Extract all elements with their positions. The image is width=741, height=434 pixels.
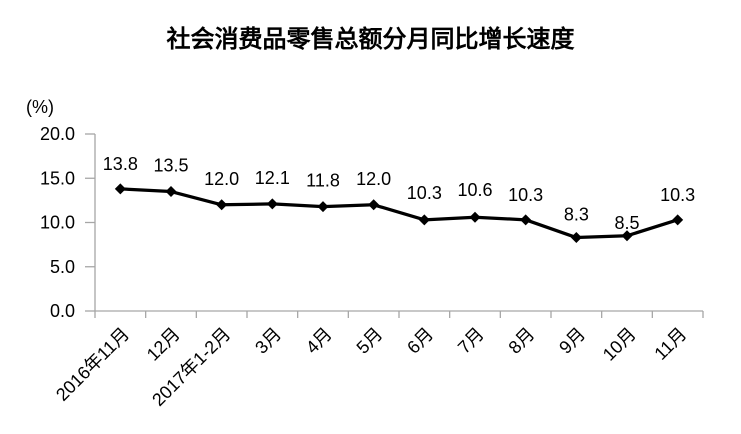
data-point-label: 13.5 (153, 156, 188, 176)
y-axis-unit-label: (%) (26, 97, 54, 117)
chart-title: 社会消费品零售总额分月同比增长速度 (166, 27, 575, 53)
data-point-marker (621, 230, 633, 242)
data-point-marker (266, 198, 278, 210)
x-axis-category-label: 2016年11月 (52, 324, 133, 405)
x-axis-category-label: 3月 (251, 324, 285, 358)
x-axis-category-label: 6月 (403, 324, 437, 358)
data-point-marker (520, 214, 532, 226)
data-point-marker (469, 211, 481, 223)
y-axis-tick-label: 15.0 (40, 168, 75, 188)
x-axis-category-label: 11月 (650, 324, 690, 364)
data-point-marker (317, 201, 329, 213)
data-point-label: 13.8 (103, 154, 138, 174)
data-point-label: 12.1 (255, 168, 290, 188)
x-axis-category-label: 4月 (302, 324, 336, 358)
data-point-marker (570, 232, 582, 244)
data-point-marker (114, 183, 126, 195)
data-series-line (118, 187, 680, 240)
x-axis-category-label: 9月 (555, 324, 589, 358)
data-point-label: 8.5 (614, 213, 639, 233)
data-point-label: 10.3 (508, 185, 543, 205)
data-point-marker (418, 214, 430, 226)
data-point-label: 10.3 (660, 185, 695, 205)
x-axis-category-label: 5月 (353, 324, 387, 358)
y-axis-tick-label: 20.0 (40, 124, 75, 144)
x-axis-category-label: 7月 (454, 324, 488, 358)
data-point-label: 8.3 (564, 205, 589, 225)
data-point-label: 12.0 (356, 169, 391, 189)
data-point-marker (368, 199, 380, 211)
data-point-label: 12.0 (204, 169, 239, 189)
y-axis-tick-label: 0.0 (50, 301, 75, 321)
data-point-label: 11.8 (306, 171, 340, 191)
y-axis-tick-label: 5.0 (50, 257, 75, 277)
data-point-marker (216, 199, 228, 211)
x-axis-category-label: 12月 (143, 324, 184, 365)
x-axis-category-label: 8月 (505, 324, 539, 358)
data-point-marker (672, 214, 684, 226)
x-axis-category-label: 10月 (599, 324, 640, 365)
y-axis-tick-label: 10.0 (40, 213, 75, 233)
data-point-label: 10.6 (457, 180, 492, 200)
data-point-label: 10.3 (407, 183, 442, 203)
data-point-marker (165, 186, 177, 198)
